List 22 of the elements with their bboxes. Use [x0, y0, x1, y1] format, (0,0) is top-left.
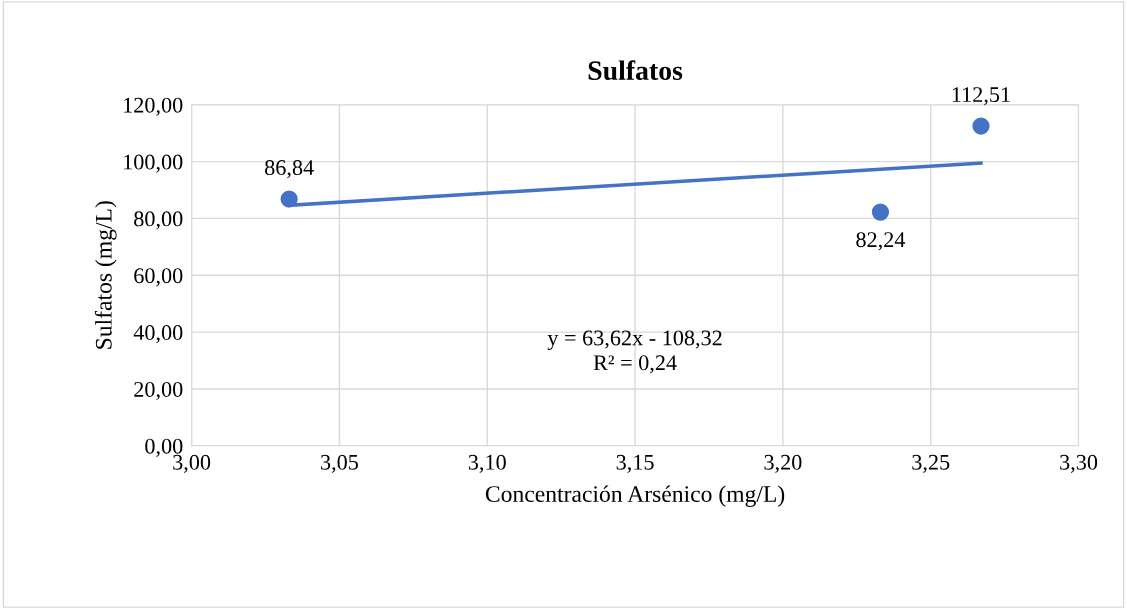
- data-label: 112,51: [952, 87, 1010, 106]
- data-label: 82,24: [856, 232, 906, 251]
- y-tick-label: 80,00: [134, 211, 183, 230]
- annotation: y = 63,62x - 108,32 R² = 0,24: [547, 330, 722, 374]
- data-label: 86,84: [265, 160, 314, 179]
- y-tick-label: 40,00: [133, 325, 183, 344]
- x-axis-title: Concentración Arsénico (mg/L): [485, 485, 785, 507]
- y-tick-label: 20,00: [134, 381, 183, 401]
- y-tick-label: 60,00: [134, 268, 183, 287]
- chart-title: Sulfatos: [588, 60, 683, 81]
- x-tick-label: 3,05: [321, 454, 358, 473]
- x-tick-label: 3,10: [468, 454, 506, 473]
- x-tick-label: 3,25: [912, 454, 950, 473]
- x-tick-label: 3,15: [616, 454, 654, 473]
- point: [972, 117, 990, 135]
- y-tick-label: 120,00: [124, 97, 183, 116]
- point: [871, 203, 890, 221]
- x-tick-label: 3,30: [1060, 454, 1098, 473]
- y-axis-title: Sulfatos (mg/L): [94, 201, 117, 349]
- x-tick-label: 3,20: [764, 454, 802, 473]
- y-tick-label: 100,00: [124, 154, 183, 173]
- point: [280, 190, 298, 208]
